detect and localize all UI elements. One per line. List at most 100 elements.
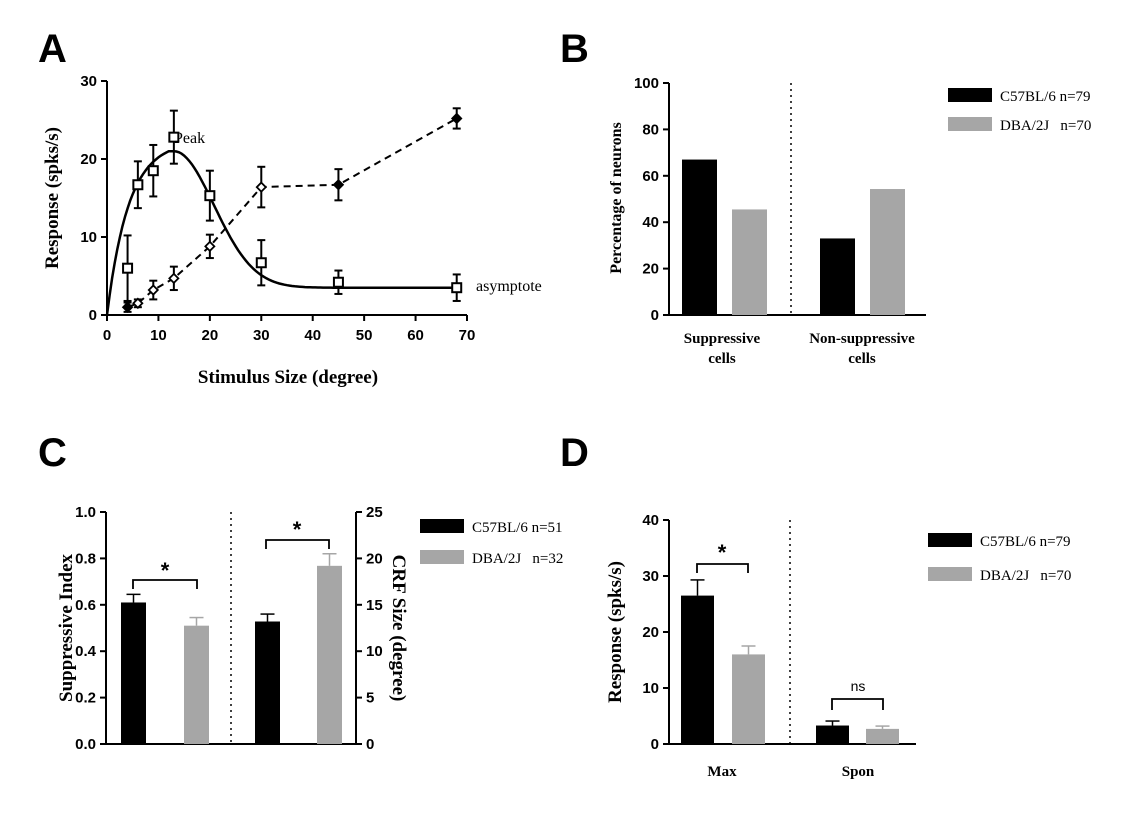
- panel-c-left-y-axis-title: Suppressive Index: [56, 554, 77, 703]
- panel-c-right-y-tick-label: 15: [366, 597, 383, 614]
- panel-a-y-tick-label: 20: [80, 151, 97, 168]
- panel-d-bar: [866, 728, 899, 744]
- panel-d-legend-label-dba: DBA/2J n=70: [980, 568, 1071, 584]
- panel-a-x-tick-label: 20: [202, 327, 219, 344]
- panel-a-x-tick-label: 40: [304, 327, 321, 344]
- panel-c-right-y-tick-label: 0: [366, 736, 374, 753]
- panel-a-y-axis-title: Response (spks/s): [42, 127, 63, 269]
- panel-a-square-point: [451, 282, 463, 294]
- panel-a-x-tick-label: 30: [253, 327, 270, 344]
- panel-c-legend-swatch-dba: [420, 550, 464, 564]
- panel-a-diamond-point: [121, 301, 134, 313]
- panel-a-square-point: [168, 131, 180, 143]
- panel-a-x-tick-label: 50: [356, 327, 373, 344]
- panel-c-bracket-right: [265, 539, 330, 549]
- panel-c-significance-right: *: [293, 517, 302, 542]
- panel-label-a: A: [38, 27, 67, 71]
- panel-c-left-y-tick-label: 0.6: [75, 597, 96, 614]
- panel-b-y-tick-label: 80: [642, 121, 659, 138]
- panel-d-chart: Response (spks/s) Max Spon C57BL/6 n=79 …: [605, 512, 1071, 780]
- panel-d-legend-label-c57: C57BL/6 n=79: [980, 534, 1071, 550]
- panel-a-x-axis-title: Stimulus Size (degree): [198, 367, 378, 388]
- panel-a-y-tick-label: 0: [89, 307, 97, 324]
- panel-d-y-tick-label: 0: [651, 736, 659, 753]
- panel-d-significance-spon: ns: [851, 678, 866, 694]
- panel-d-bracket-max: [696, 563, 749, 573]
- panel-b-y-tick-label: 20: [642, 261, 659, 278]
- panel-a-x-tick-label: 10: [150, 327, 167, 344]
- panel-b-y-axis-title: Percentage of neurons: [608, 122, 625, 273]
- panel-c-bracket-left: [132, 579, 198, 589]
- panel-d-significance-max: *: [718, 540, 727, 565]
- panel-d-y-tick-label: 10: [642, 680, 659, 697]
- panel-c-legend-label-c57: C57BL/6 n=51: [472, 520, 563, 536]
- panel-b-category-2-line-2: cells: [848, 351, 876, 367]
- panel-c-chart: Suppressive Index CRF Size (degree) C57B…: [56, 504, 563, 753]
- panel-a-y-tick-label: 30: [80, 73, 97, 90]
- panel-a-x-tick-label: 70: [459, 327, 476, 344]
- panel-label-b: B: [560, 27, 589, 71]
- panel-b-legend-swatch-c57: [948, 88, 992, 102]
- panel-a-square-point: [147, 165, 159, 177]
- panel-a-diamond-point: [332, 178, 345, 191]
- panel-label-d: D: [560, 431, 589, 475]
- panel-b-bar: [820, 238, 855, 315]
- panel-a-square-point: [132, 179, 144, 191]
- panel-d-y-tick-label: 30: [642, 568, 659, 585]
- panel-b-category-1-line-1: Suppressive: [684, 331, 761, 347]
- panel-a-square-point: [332, 276, 344, 288]
- panel-b-chart: Percentage of neurons Suppressive cells …: [608, 75, 1091, 367]
- panel-d-bracket-spon: [831, 698, 884, 710]
- panel-a-diamond-point: [147, 284, 160, 296]
- panel-a-diamond-point: [168, 272, 180, 285]
- panel-a-square-point: [255, 257, 267, 269]
- panel-c-crf-bar: [317, 565, 342, 744]
- panel-b-legend-label-dba: DBA/2J n=70: [1000, 118, 1091, 134]
- panel-a-asymptote-annotation: asymptote: [476, 278, 542, 295]
- panel-d-bar: [681, 595, 714, 744]
- panel-label-c: C: [38, 431, 67, 475]
- panel-d-y-tick-label: 20: [642, 624, 659, 641]
- panel-a-square-point: [204, 190, 216, 202]
- panel-c-si-bar: [121, 602, 146, 744]
- panel-a-diamond-point: [255, 181, 268, 193]
- panel-b-legend-swatch-dba: [948, 117, 992, 131]
- panel-a-square-point: [122, 262, 134, 274]
- panel-a-y-tick-label: 10: [80, 229, 97, 246]
- panel-b-bar: [682, 159, 717, 315]
- panel-d-y-axis-title: Response (spks/s): [605, 561, 626, 703]
- panel-d-bar: [732, 654, 765, 744]
- panel-c-left-y-tick-label: 1.0: [75, 504, 96, 521]
- panel-c-significance-left: *: [161, 558, 170, 583]
- panel-a-chart: Stimulus Size (degree) Response (spks/s)…: [42, 73, 542, 388]
- panel-b-bar: [870, 189, 905, 315]
- panel-d-legend-swatch-dba: [928, 567, 972, 581]
- panel-a-fit-curve: [105, 149, 457, 316]
- panel-a-x-tick-label: 60: [407, 327, 424, 344]
- panel-c-left-y-tick-label: 0.4: [75, 643, 97, 660]
- panel-c-right-y-tick-label: 20: [366, 550, 383, 567]
- panel-d-bar: [816, 725, 849, 744]
- panel-d-category-max: Max: [707, 764, 737, 780]
- panel-a-x-tick-label: 0: [103, 327, 111, 344]
- panel-b-category-2-line-1: Non-suppressive: [809, 331, 915, 347]
- panel-c-left-y-tick-label: 0.8: [75, 550, 96, 567]
- panel-a-peak-annotation: Peak: [174, 130, 205, 147]
- panel-d-y-tick-label: 40: [642, 512, 659, 529]
- panel-d-legend-swatch-c57: [928, 533, 972, 547]
- panel-c-right-y-axis-title: CRF Size (degree): [388, 555, 409, 702]
- panel-b-y-tick-label: 60: [642, 168, 659, 185]
- panel-d-category-spon: Spon: [842, 764, 875, 780]
- panel-b-legend-label-c57: C57BL/6 n=79: [1000, 89, 1091, 105]
- panel-b-y-tick-label: 40: [642, 214, 659, 231]
- panel-c-crf-bar: [255, 621, 280, 744]
- panel-b-y-tick-label: 0: [651, 307, 659, 324]
- panel-a-diamond-point: [132, 297, 144, 310]
- panel-c-right-y-tick-label: 5: [366, 690, 374, 707]
- panel-b-bar: [732, 209, 767, 315]
- panel-a-diamond-point: [204, 240, 216, 253]
- panel-c-legend-swatch-c57: [420, 519, 464, 533]
- panel-b-y-tick-label: 100: [634, 75, 659, 92]
- panel-a-diamond-point: [450, 112, 463, 125]
